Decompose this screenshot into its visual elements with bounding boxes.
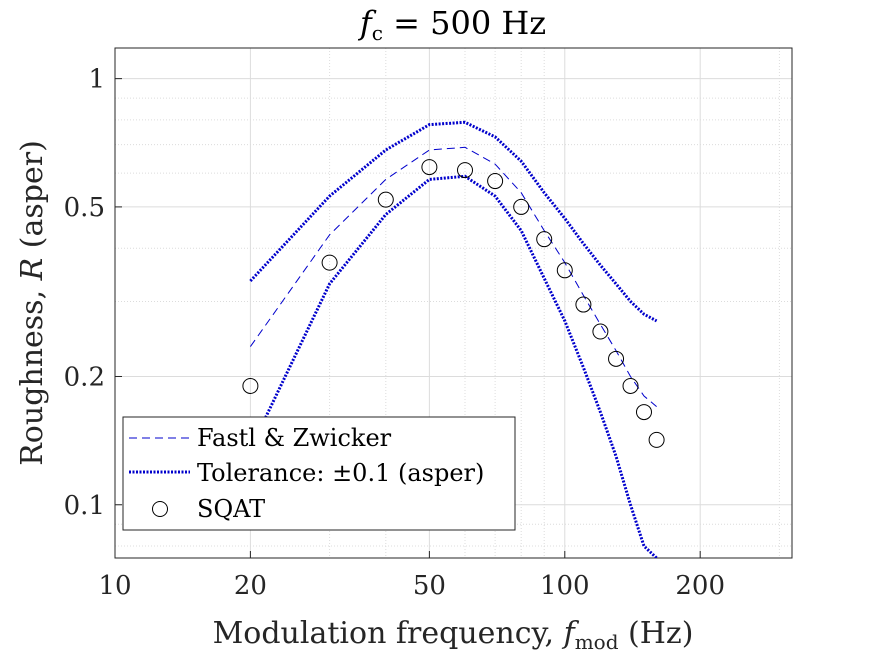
legend: Fastl & Zwicker Tolerance: ±0.1 (asper) …: [122, 416, 516, 531]
sqat-marker: [487, 173, 504, 190]
x-tick-label: 200: [675, 571, 725, 601]
y-tick-label: 0.1: [64, 491, 105, 521]
y-axis-label: Roughness, R (asper): [15, 140, 50, 466]
sqat-marker: [592, 323, 609, 340]
sqat-marker: [608, 350, 625, 367]
sqat-marker: [575, 296, 592, 313]
sqat-marker: [622, 377, 639, 394]
sqat-marker: [556, 262, 573, 279]
sqat-marker: [513, 198, 530, 215]
sqat-marker: [421, 159, 438, 176]
series-layer: [242, 120, 665, 558]
y-tick-label: 0.5: [64, 193, 105, 223]
y-tick-label: 0.2: [64, 362, 105, 392]
grid: [114, 48, 792, 558]
sqat-marker: [536, 231, 553, 248]
plot-frame: [114, 47, 793, 559]
tick-labels: 10 20 50 100 200 0.1 0.2 0.5 1: [64, 65, 725, 601]
sqat-marker: [635, 404, 652, 421]
sqat-marker: [648, 431, 665, 448]
legend-swatch-sqat: [152, 501, 168, 517]
legend-box: [122, 416, 516, 531]
x-axis-label: Modulation frequency, fmod (Hz): [213, 616, 694, 654]
fastl-zwicker-line: [249, 146, 657, 407]
sqat-marker: [242, 377, 259, 394]
x-tick-label: 10: [98, 571, 131, 601]
legend-label-reference: Fastl & Zwicker: [197, 424, 392, 452]
tolerance-lower-line: [249, 174, 658, 558]
chart-title: fc = 500 Hz: [358, 4, 546, 45]
y-tick-label: 1: [88, 65, 105, 95]
legend-label-sqat: SQAT: [197, 495, 265, 523]
legend-label-tolerance: Tolerance: ±0.1 (asper): [197, 459, 484, 487]
sqat-marker: [457, 162, 474, 179]
sqat-marker: [377, 191, 394, 208]
x-tick-label: 100: [540, 571, 590, 601]
tolerance-upper-line: [249, 120, 658, 323]
x-tick-label: 20: [234, 571, 267, 601]
sqat-marker: [321, 254, 338, 271]
x-tick-label: 50: [413, 571, 446, 601]
